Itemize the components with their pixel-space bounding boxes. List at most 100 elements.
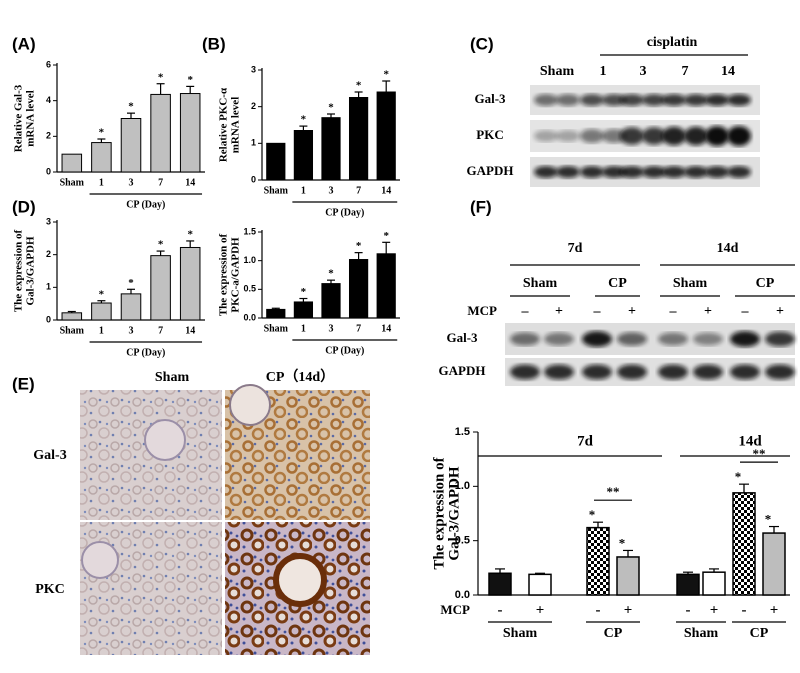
mcp-sign: - (742, 602, 747, 618)
bar (91, 302, 112, 321)
glomerulus (229, 384, 271, 426)
group-label: Sham (523, 276, 558, 291)
treatment-label: MCP (467, 303, 497, 318)
x-tick-label: Sham (264, 185, 289, 196)
blot-band (617, 364, 647, 380)
significance: * (356, 80, 362, 92)
blot-band (642, 166, 666, 178)
bar (488, 572, 512, 596)
bar (61, 312, 83, 321)
panel-label: (B) (202, 34, 226, 53)
y-tick-label: 1.0 (243, 255, 256, 265)
blot-band (705, 166, 729, 178)
y-tick-label: 0.5 (243, 284, 256, 294)
y-tick-label: 4 (46, 95, 51, 105)
panel-label: (E) (12, 374, 35, 393)
bar (150, 255, 171, 321)
bar (528, 573, 552, 596)
comparison-label: ** (607, 484, 620, 499)
x-tick-label: Sham (264, 323, 289, 334)
lane-label: 3 (640, 64, 647, 79)
x-tick-label: 3 (329, 185, 334, 196)
time-label: 14d (738, 433, 762, 449)
blot-band (684, 126, 708, 146)
blot-band (556, 94, 580, 106)
blot-band (510, 332, 540, 346)
group-label: CP (756, 276, 775, 291)
significance: * (765, 512, 772, 527)
bar (179, 246, 201, 321)
y-axis-label: The expression of (13, 230, 25, 313)
bar (91, 142, 112, 173)
group-label: Sham (673, 276, 708, 291)
column-label: CP（14d） (266, 369, 334, 385)
blot-band (727, 126, 751, 146)
x-tick-label: 3 (129, 177, 134, 188)
significance: * (383, 69, 389, 81)
bar (616, 556, 640, 596)
significance: * (128, 277, 134, 289)
x-axis-label: CP (Day) (126, 199, 165, 210)
y-tick-label: 0 (46, 166, 51, 176)
x-tick-label: 3 (329, 323, 334, 334)
blot-band (580, 166, 604, 178)
panel-label: (D) (12, 197, 36, 216)
y-tick-label: 0.5 (455, 535, 470, 547)
y-tick-label: 6 (46, 59, 51, 69)
y-tick-label: 1 (46, 282, 51, 292)
significance: * (128, 101, 134, 113)
y-tick-label: 1.5 (455, 426, 470, 438)
bar (762, 532, 786, 596)
column-label: Sham (155, 370, 190, 385)
panel-label: (A) (12, 34, 36, 53)
blot-band (693, 332, 723, 346)
lane-label: 14 (721, 64, 735, 79)
blot-band (620, 166, 644, 178)
bar (293, 301, 314, 319)
mcp-sign: + (628, 304, 636, 319)
blot-band (602, 129, 626, 143)
panel-label: (C) (470, 34, 494, 53)
blot-band (544, 364, 574, 380)
blot-band (684, 94, 708, 106)
x-tick-label: 1 (99, 325, 104, 336)
x-axis-label: CP (Day) (325, 345, 364, 356)
y-tick-label: 2 (251, 101, 256, 111)
row-label: Gal-3 (446, 330, 478, 345)
significance: * (619, 535, 626, 550)
x-tick-label: 14 (185, 325, 195, 336)
blot-band (580, 129, 604, 143)
x-tick-label: Sham (60, 325, 85, 336)
y-axis-label: Relative PKC-α (218, 87, 230, 162)
bar (120, 293, 142, 321)
bar (321, 117, 341, 181)
blot-band (534, 94, 558, 106)
bar (676, 573, 700, 596)
mcp-sign: – (669, 304, 678, 319)
blot-band (620, 94, 644, 106)
blot-band (582, 364, 612, 380)
blot-band (765, 331, 795, 347)
x-tick-label: 7 (356, 323, 361, 334)
glomerulus (144, 419, 186, 461)
y-tick-label: 3 (46, 216, 51, 226)
group-label: CP (608, 276, 627, 291)
lane-label: 7 (682, 64, 689, 79)
significance: * (99, 127, 105, 139)
group-label: Sham (684, 626, 719, 641)
time-label: 14d (717, 241, 739, 256)
lane-label: 1 (600, 64, 607, 79)
y-axis-label: Gal-3/GAPDH (25, 236, 37, 305)
bar (179, 93, 201, 173)
x-axis-label: CP (Day) (325, 207, 364, 218)
blot-band (602, 166, 626, 178)
blot-band (642, 94, 666, 106)
blot-band (582, 331, 612, 347)
mcp-sign: - (498, 602, 503, 618)
category-label: MCP (440, 602, 470, 617)
mcp-sign: + (555, 304, 563, 319)
significance: * (301, 114, 307, 126)
x-tick-label: Sham (60, 177, 85, 188)
blot-band (602, 94, 626, 106)
blot-band (510, 364, 540, 380)
